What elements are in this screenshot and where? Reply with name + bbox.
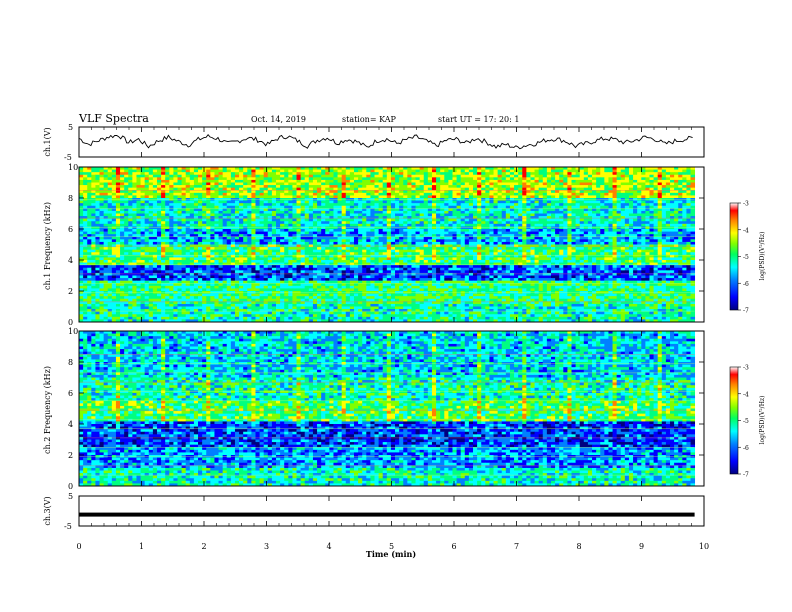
xtick-label: 4 [326, 542, 331, 551]
ch1-ytick-top: 5 [68, 123, 73, 132]
ch1-frequency-ylabel: ch.1 Frequency (kHz) [43, 202, 52, 290]
ytick-label: 6 [68, 225, 73, 234]
ch3-waveform-panel: 5 -5 ch.3(V) [43, 492, 705, 531]
ch1-ylabel: ch.1(V) [43, 127, 52, 156]
station-label: station= KAP [342, 115, 397, 124]
ch2-spectrogram-cells [79, 331, 696, 487]
xtick-label: 7 [514, 542, 519, 551]
x-axis-ticks: 0 1 2 3 4 5 6 7 8 9 10 [76, 127, 709, 551]
colorbar-tick: -4 [743, 227, 749, 234]
xtick-label: 8 [576, 542, 581, 551]
ch1-spectrogram-panel: 0 2 4 6 8 10 ch.1 Frequency (kHz) [43, 163, 705, 327]
ch1-yticks: 0 2 4 6 8 10 [68, 163, 704, 327]
ytick-label: 6 [68, 389, 73, 398]
ch3-ylabel: ch.3(V) [43, 496, 52, 525]
ytick-label: 0 [68, 318, 73, 327]
ch1-waveform-line [78, 133, 693, 150]
ytick-label: 10 [68, 163, 78, 172]
ch2-colorbar: -3 -4 -5 -6 -7 log(PSD)(V²/Hz) [729, 365, 766, 479]
date-label: Oct. 14, 2019 [251, 115, 306, 124]
figure-title: VLF Spectra [78, 112, 149, 125]
xtick-label: 5 [389, 542, 394, 551]
colorbar-tick: -3 [743, 365, 749, 372]
ytick-label: 4 [68, 256, 73, 265]
ytick-label: 8 [68, 358, 73, 367]
ch1-ytick-bottom: -5 [64, 153, 72, 162]
ytick-label: 2 [68, 287, 73, 296]
ch2-frequency-ylabel: ch.2 Frequency (kHz) [43, 366, 52, 454]
colorbar-tick: -5 [743, 418, 749, 425]
xtick-label: 0 [76, 542, 81, 551]
ch2-colorbar-label: log(PSD)(V²/Hz) [759, 396, 766, 445]
colorbar-tick: -7 [743, 472, 749, 479]
ytick-label: 10 [68, 327, 78, 336]
start-time-label: start UT = 17: 20: 1 [438, 115, 519, 124]
ch2-spectrogram-panel: 0 2 4 6 8 10 ch.2 Frequency (kHz) [43, 327, 705, 491]
ch1-waveform-panel: 5 -5 ch.1(V) [43, 123, 705, 162]
ytick-label: 4 [68, 420, 73, 429]
xtick-label: 9 [639, 542, 644, 551]
colorbar-tick: -3 [743, 201, 749, 208]
colorbar-tick: -6 [743, 445, 749, 452]
colorbar-tick: -6 [743, 281, 749, 288]
xtick-label: 6 [451, 542, 456, 551]
xtick-label: 3 [264, 542, 269, 551]
ytick-label: 0 [68, 482, 73, 491]
colorbar-tick: -7 [743, 308, 749, 315]
xtick-label: 1 [139, 542, 144, 551]
ch2-yticks: 0 2 4 6 8 10 [68, 327, 704, 491]
ytick-label: 2 [68, 451, 73, 460]
x-axis-label: Time (min) [366, 549, 416, 559]
ch3-waveform-line [79, 512, 695, 517]
xtick-label: 10 [699, 542, 709, 551]
colorbar-tick: -5 [743, 254, 749, 261]
ytick-label: 8 [68, 194, 73, 203]
ch1-colorbar-label: log(PSD)(V²/Hz) [759, 232, 766, 281]
ch3-ytick-top: 5 [68, 492, 73, 501]
xtick-label: 2 [201, 542, 206, 551]
ch1-colorbar: -3 -4 -5 -6 -7 log(PSD)(V²/Hz) [729, 201, 766, 315]
colorbar-tick: -4 [743, 391, 749, 398]
ch3-ytick-bottom: -5 [64, 522, 72, 531]
ch1-spectrogram-cells [79, 167, 696, 323]
